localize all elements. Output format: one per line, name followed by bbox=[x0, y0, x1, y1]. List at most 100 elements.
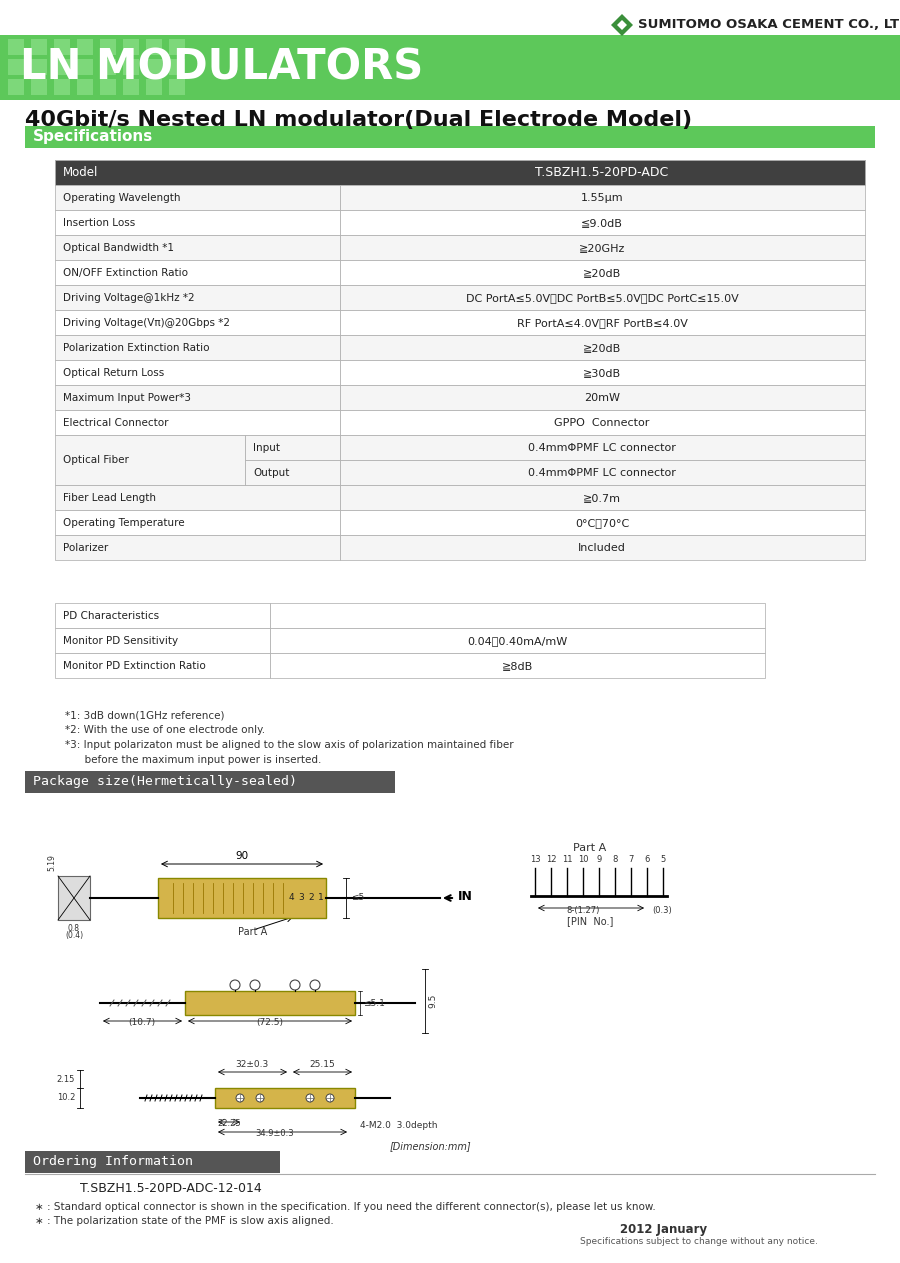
Text: Input: Input bbox=[253, 443, 280, 453]
Bar bbox=[55, 160, 865, 184]
Text: Polarizer: Polarizer bbox=[63, 543, 108, 553]
Text: Model: Model bbox=[63, 167, 98, 179]
Text: 1.55μm: 1.55μm bbox=[580, 193, 624, 203]
Text: 8-(1.27): 8-(1.27) bbox=[566, 906, 599, 914]
Bar bbox=[55, 410, 340, 434]
Text: 5: 5 bbox=[661, 855, 666, 864]
Bar bbox=[340, 385, 865, 410]
Text: Operating Wavelength: Operating Wavelength bbox=[63, 193, 181, 203]
Bar bbox=[340, 410, 865, 434]
Text: LN MODULATORS: LN MODULATORS bbox=[20, 45, 423, 88]
Text: Monitor PD Extinction Ratio: Monitor PD Extinction Ratio bbox=[63, 661, 206, 671]
Text: 20mW: 20mW bbox=[584, 393, 620, 403]
Circle shape bbox=[250, 980, 260, 990]
Text: Part A: Part A bbox=[573, 842, 607, 853]
Text: GPPO  Connector: GPPO Connector bbox=[554, 418, 650, 428]
Text: 9.5: 9.5 bbox=[428, 994, 437, 1008]
Bar bbox=[55, 285, 340, 309]
Text: 4-M2.0  3.0depth: 4-M2.0 3.0depth bbox=[360, 1122, 437, 1130]
Text: 9: 9 bbox=[597, 855, 601, 864]
Bar bbox=[55, 602, 270, 628]
Bar bbox=[100, 39, 116, 56]
Text: 22.25: 22.25 bbox=[217, 1119, 241, 1128]
Text: 2.15: 2.15 bbox=[57, 1075, 75, 1084]
Bar bbox=[25, 770, 395, 793]
Bar bbox=[31, 59, 47, 75]
Text: 10.2: 10.2 bbox=[57, 1094, 75, 1103]
Text: Monitor PD Sensitivity: Monitor PD Sensitivity bbox=[63, 637, 178, 645]
Text: ≤5.1: ≤5.1 bbox=[363, 999, 385, 1008]
Text: 0.8: 0.8 bbox=[68, 925, 80, 933]
Text: 2012 January: 2012 January bbox=[620, 1223, 707, 1235]
Bar bbox=[340, 260, 865, 285]
Text: ≧20dB: ≧20dB bbox=[583, 344, 621, 352]
Bar bbox=[270, 653, 765, 678]
Text: ≤5: ≤5 bbox=[351, 893, 364, 903]
Text: ≧8dB: ≧8dB bbox=[501, 661, 533, 671]
Text: (0.4): (0.4) bbox=[65, 931, 83, 940]
Bar bbox=[340, 485, 865, 510]
Text: ≧20dB: ≧20dB bbox=[583, 268, 621, 278]
Bar bbox=[54, 59, 70, 75]
Text: Specifications: Specifications bbox=[33, 130, 153, 144]
Bar bbox=[340, 536, 865, 560]
Text: ∗ : Standard optical connector is shown in the specification. If you need the di: ∗ : Standard optical connector is shown … bbox=[35, 1202, 656, 1212]
Text: RF PortA≤4.0V、RF PortB≤4.0V: RF PortA≤4.0V、RF PortB≤4.0V bbox=[517, 318, 688, 328]
Text: Package size(Hermetically-sealed): Package size(Hermetically-sealed) bbox=[33, 775, 297, 788]
Bar bbox=[55, 485, 340, 510]
Bar bbox=[31, 39, 47, 56]
Bar bbox=[77, 59, 93, 75]
Text: (0.3): (0.3) bbox=[652, 906, 671, 914]
Bar bbox=[8, 39, 24, 56]
Text: Optical Fiber: Optical Fiber bbox=[63, 455, 129, 465]
Text: 32±0.3: 32±0.3 bbox=[236, 1060, 268, 1068]
Text: Insertion Loss: Insertion Loss bbox=[63, 218, 135, 229]
Circle shape bbox=[290, 980, 300, 990]
Bar bbox=[340, 434, 865, 460]
Circle shape bbox=[310, 980, 320, 990]
Bar bbox=[340, 510, 865, 536]
Text: 0.4mmΦPMF LC connector: 0.4mmΦPMF LC connector bbox=[528, 469, 676, 477]
Bar bbox=[55, 309, 340, 335]
Bar bbox=[146, 80, 162, 95]
Bar bbox=[340, 184, 865, 210]
Text: ON/OFF Extinction Ratio: ON/OFF Extinction Ratio bbox=[63, 268, 188, 278]
Text: Driving Voltage(Vπ)@20Gbps *2: Driving Voltage(Vπ)@20Gbps *2 bbox=[63, 318, 230, 328]
Text: 0.04～0.40mA/mW: 0.04～0.40mA/mW bbox=[467, 637, 567, 645]
Text: Fiber Lead Length: Fiber Lead Length bbox=[63, 493, 156, 503]
Bar bbox=[340, 210, 865, 235]
Bar bbox=[55, 360, 340, 385]
Text: (10.7): (10.7) bbox=[129, 1018, 156, 1027]
Bar bbox=[55, 335, 340, 360]
Bar bbox=[100, 80, 116, 95]
Bar bbox=[245, 434, 340, 460]
Bar bbox=[55, 184, 340, 210]
Text: 40Gbit/s Nested LN modulator(Dual Electrode Model): 40Gbit/s Nested LN modulator(Dual Electr… bbox=[25, 110, 692, 130]
Text: ≦9.0dB: ≦9.0dB bbox=[581, 218, 623, 229]
Bar bbox=[185, 991, 355, 1015]
Text: 4: 4 bbox=[288, 893, 293, 903]
Bar bbox=[25, 1151, 280, 1173]
Text: (72.5): (72.5) bbox=[256, 1018, 284, 1027]
Bar bbox=[0, 0, 900, 51]
Bar bbox=[54, 80, 70, 95]
Bar bbox=[31, 80, 47, 95]
Bar bbox=[340, 235, 865, 260]
Bar bbox=[55, 653, 270, 678]
Text: Part A: Part A bbox=[238, 927, 267, 937]
Text: 0.4mmΦPMF LC connector: 0.4mmΦPMF LC connector bbox=[528, 443, 676, 453]
Bar bbox=[270, 602, 765, 628]
Text: 3: 3 bbox=[298, 893, 304, 903]
Bar bbox=[123, 80, 139, 95]
Bar bbox=[54, 39, 70, 56]
Text: ∗ : The polarization state of the PMF is slow axis aligned.: ∗ : The polarization state of the PMF is… bbox=[35, 1216, 334, 1226]
Bar bbox=[55, 510, 340, 536]
Text: DC PortA≤5.0V、DC PortB≤5.0V、DC PortC≤15.0V: DC PortA≤5.0V、DC PortB≤5.0V、DC PortC≤15.… bbox=[465, 293, 738, 303]
Text: *3: Input polarizaton must be aligned to the slow axis of polarization maintaine: *3: Input polarizaton must be aligned to… bbox=[65, 740, 514, 750]
Text: ≧20GHz: ≧20GHz bbox=[579, 242, 626, 253]
Bar bbox=[169, 59, 185, 75]
Bar bbox=[25, 126, 875, 148]
Text: Maximum Input Power*3: Maximum Input Power*3 bbox=[63, 393, 191, 403]
Text: 5.19: 5.19 bbox=[47, 854, 56, 871]
Text: 11: 11 bbox=[562, 855, 572, 864]
